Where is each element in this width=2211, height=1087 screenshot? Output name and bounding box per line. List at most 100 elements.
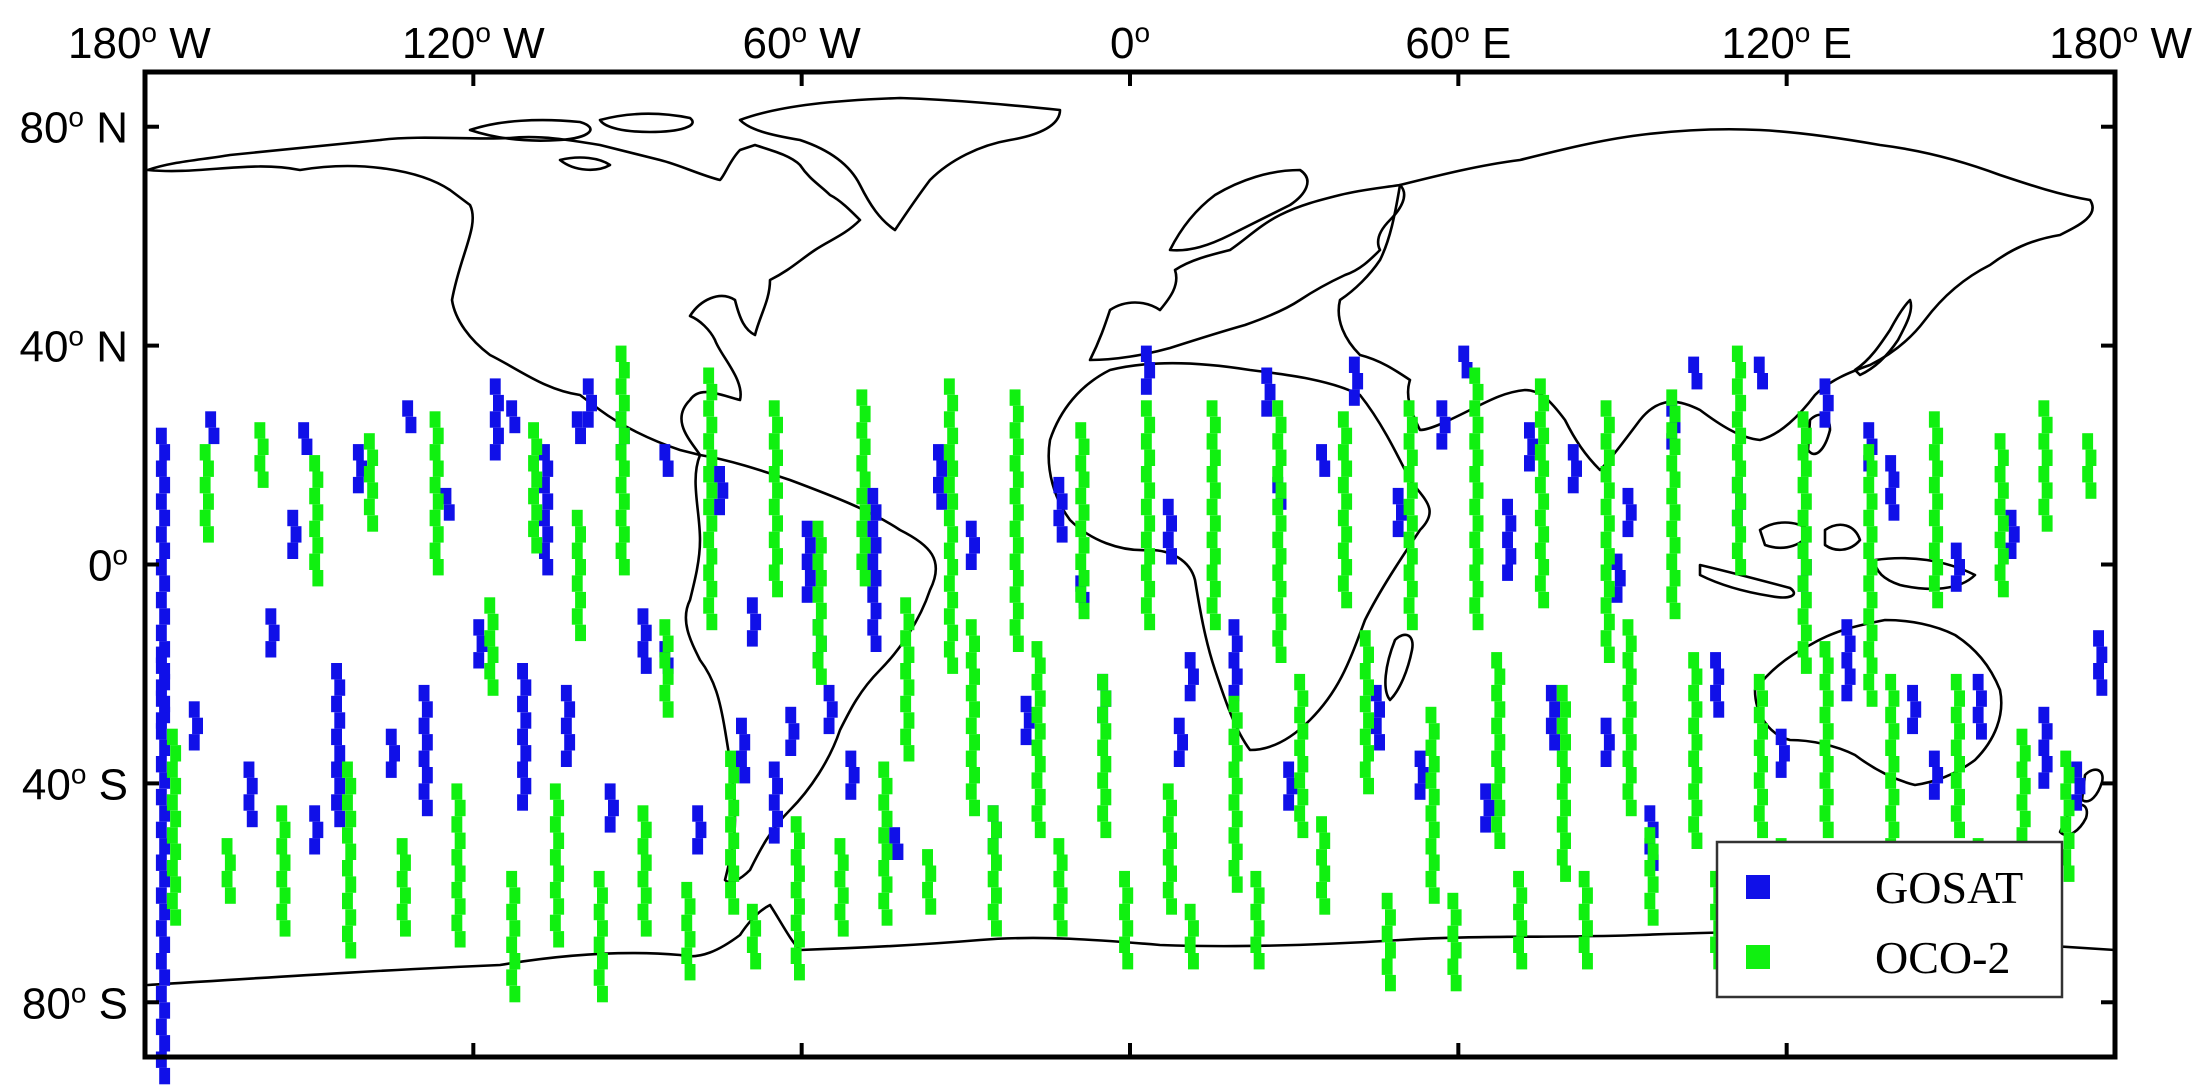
gosat-cell [714,498,725,516]
gosat-cell [159,695,171,713]
coast-scandinavia [1168,168,1309,252]
oco2-cell [815,537,827,554]
oco2-cell [1731,345,1743,362]
oco2-cell [1031,673,1043,691]
gosat-cell [1144,362,1156,379]
oco2-cell [1253,887,1265,904]
oco2-cell [790,914,802,932]
oco2-cell [856,422,868,439]
oco2-cell [1381,892,1393,910]
gosat-cell [489,444,501,461]
oco2-cell [637,838,649,855]
oco2-cell [1731,411,1743,428]
oco2-cell [859,504,871,521]
oco2-cell [637,903,649,921]
oco2-cell [1228,695,1240,713]
oco2-cell [1819,641,1831,658]
oco2-cell [1272,400,1284,417]
gosat-cell [1713,668,1725,685]
oco2-cell [859,471,871,488]
gosat-cell [155,493,167,510]
oco2-cell [772,416,783,434]
oco2-cell [1031,772,1043,789]
oco2-cell [367,449,379,466]
gosat-cell [334,745,346,762]
oco2-cell [575,559,586,576]
oco2-cell [1034,690,1046,707]
oco2-cell [1341,427,1353,445]
oco2-cell [1275,580,1287,598]
oco2-cell [1034,657,1046,674]
oco2-cell [1582,953,1593,970]
oco2-cell [969,668,980,685]
gosat-cell [405,416,417,434]
coast-europe [1088,183,1406,362]
oco2-cell [1994,564,2006,581]
oco2-cell [1250,903,1262,921]
gosat-cell [155,526,167,543]
gosat-cell [1527,438,1539,455]
oco2-cell [1231,777,1243,795]
gosat-cell [352,476,364,494]
legend-swatch-oco2 [1746,945,1770,969]
coast-japan [1853,298,1913,377]
gosat-cell [159,509,171,527]
oco2-cell [1863,608,1875,625]
gosat-cell [637,608,649,625]
gosat-cell [421,701,433,718]
oco2-cell [1800,493,1812,510]
oco2-cell [1097,739,1109,756]
oco2-cell [706,482,718,499]
gosat-cell [440,487,452,505]
oco2-cell [1757,690,1768,707]
oco2-cell [640,887,652,904]
gosat-cell [1461,362,1473,379]
oco2-cell [1209,482,1221,499]
oco2-cell [684,931,696,948]
gosat-cell [1779,745,1790,762]
oco2-cell [615,345,627,362]
oco2-cell [1954,690,1965,707]
oco2-cell [943,378,955,395]
oco2-cell [1140,400,1152,417]
gosat-cell [298,422,310,439]
oco2-cell [1097,772,1109,789]
oco2-cell [1757,756,1768,773]
gosat-cell [389,745,400,762]
oco2-cell [1625,635,1637,652]
oco2-cell [1863,575,1875,592]
oco2-cell [342,860,353,877]
oco2-cell [1206,531,1218,549]
oco2-cell [1472,449,1484,466]
oco2-cell [1516,953,1528,970]
gosat-cell [155,427,167,445]
oco2-cell [1097,706,1109,724]
gosat-cell [936,493,948,510]
gosat-cell [159,575,171,592]
oco2-cell [451,816,463,833]
gosat-cell [1954,559,1965,576]
coast-south-america [684,453,938,884]
oco2-cell [1275,548,1287,565]
oco2-cell [1294,706,1306,724]
oco2-cell [1469,597,1481,614]
gosat-cell [517,663,528,680]
gosat-cell [1414,783,1426,800]
oco2-cell [597,953,608,970]
oco2-cell [790,849,802,866]
oco2-cell [1994,498,2006,516]
oco2-cell [1250,870,1262,888]
oco2-cell [400,854,411,871]
oco2-cell [1009,619,1021,636]
oco2-cell [1534,444,1546,461]
oco2-cell [903,745,915,762]
gosat-cell [1392,487,1404,505]
oco2-cell [432,460,444,477]
oco2-cell [1469,498,1481,516]
oco2-cell [1228,860,1240,877]
oco2-cell [1231,712,1243,729]
oco2-cell [528,487,539,505]
oco2-cell [1866,657,1878,674]
gosat-cell [1611,553,1623,570]
oco2-cell [1056,920,1068,937]
